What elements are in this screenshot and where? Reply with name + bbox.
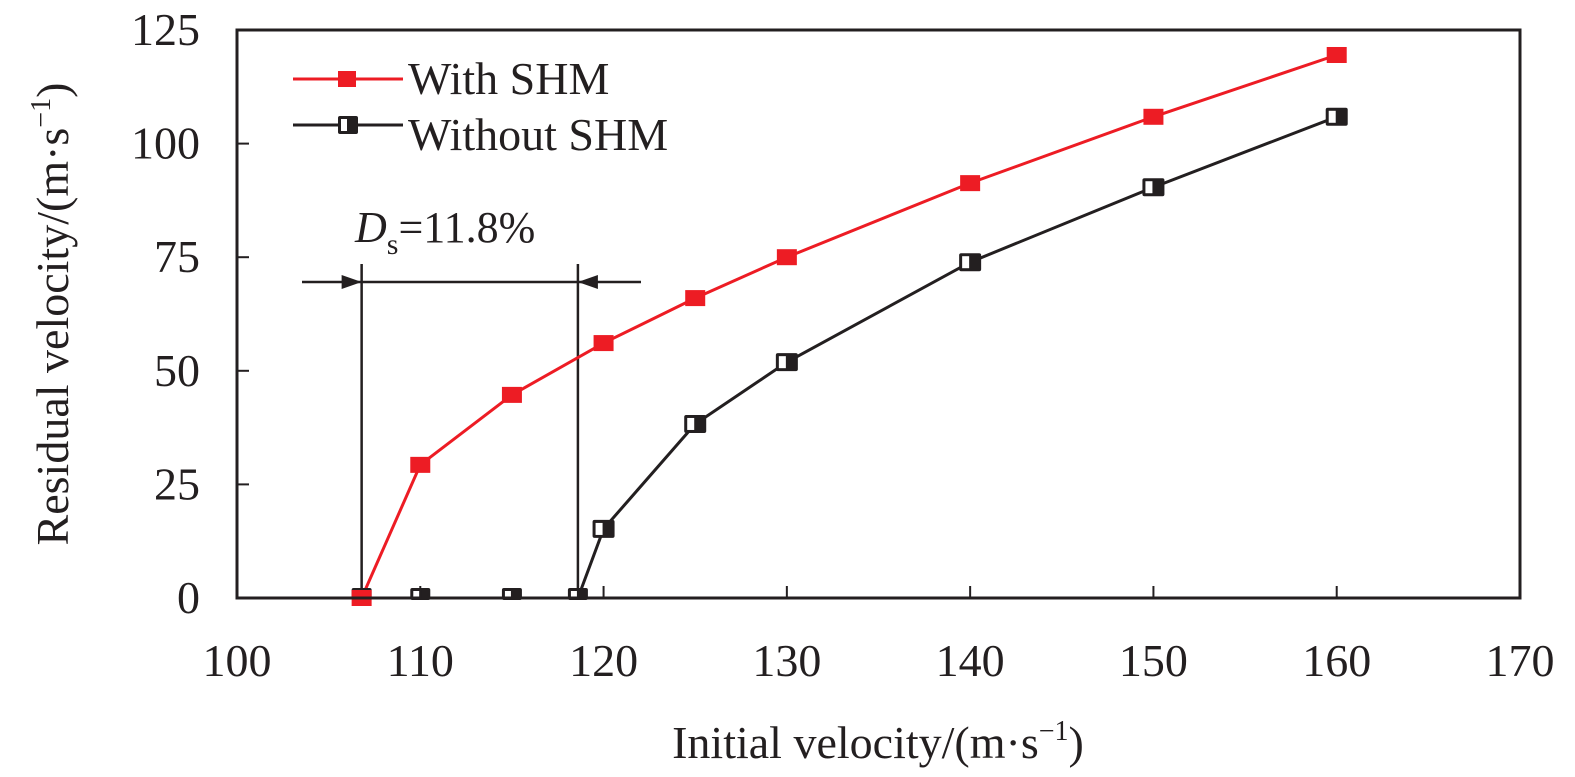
data-point-with-shm bbox=[501, 386, 522, 403]
data-point-with-shm bbox=[1326, 46, 1347, 63]
arrow-right-icon bbox=[341, 275, 362, 289]
data-point-without-shm bbox=[684, 414, 707, 433]
x-tick-label: 110 bbox=[387, 635, 454, 686]
data-point-with-shm bbox=[685, 290, 706, 307]
legend-label-with-shm: With SHM bbox=[408, 53, 609, 104]
annotation-layer bbox=[302, 264, 641, 598]
x-tick-label: 120 bbox=[569, 635, 638, 686]
y-tick-label: 75 bbox=[154, 231, 200, 282]
legend-item-with-shm: With SHM bbox=[293, 53, 609, 104]
data-point-without-shm bbox=[775, 353, 798, 372]
data-point-with-shm bbox=[410, 456, 431, 473]
y-axis-title: Residual velocity/(m·s−1) bbox=[26, 83, 78, 546]
x-tick-label: 140 bbox=[936, 635, 1005, 686]
y-axis: 0 25 50 75 100 125 bbox=[131, 4, 249, 623]
legend-label-without-shm: Without SHM bbox=[408, 109, 668, 160]
data-point-without-shm bbox=[1325, 107, 1348, 126]
legend: With SHM Without SHM bbox=[293, 53, 668, 160]
y-tick-label: 125 bbox=[131, 4, 200, 55]
y-tick-label: 50 bbox=[154, 345, 200, 396]
y-tick-label: 100 bbox=[131, 118, 200, 169]
legend-marker-without-shm bbox=[338, 116, 358, 134]
data-point-with-shm bbox=[593, 335, 614, 352]
x-tick-label: 150 bbox=[1119, 635, 1188, 686]
annotation-label: Ds=11.8% bbox=[354, 203, 535, 261]
data-point-with-shm bbox=[776, 249, 797, 266]
y-tick-label: 0 bbox=[177, 572, 200, 623]
x-axis-title: Initial velocity/(m·s−1) bbox=[672, 716, 1084, 768]
x-tick-label: 170 bbox=[1486, 635, 1555, 686]
x-tick-label: 130 bbox=[752, 635, 821, 686]
arrow-left-icon bbox=[577, 275, 598, 289]
data-point-without-shm bbox=[1142, 178, 1165, 197]
data-point-without-shm bbox=[592, 519, 615, 538]
x-axis: 100 110 120 130 140 150 160 170 bbox=[203, 586, 1555, 686]
legend-marker-with-shm bbox=[338, 71, 356, 87]
series-line-without-shm bbox=[361, 115, 1338, 600]
data-point-without-shm bbox=[959, 253, 982, 272]
plot-frame bbox=[235, 28, 1522, 600]
data-point-with-shm bbox=[1143, 108, 1164, 125]
legend-item-without-shm: Without SHM bbox=[293, 109, 668, 160]
y-tick-label: 25 bbox=[154, 458, 200, 509]
data-point-with-shm bbox=[960, 175, 981, 192]
x-tick-label: 100 bbox=[203, 635, 272, 686]
x-tick-label: 160 bbox=[1302, 635, 1371, 686]
